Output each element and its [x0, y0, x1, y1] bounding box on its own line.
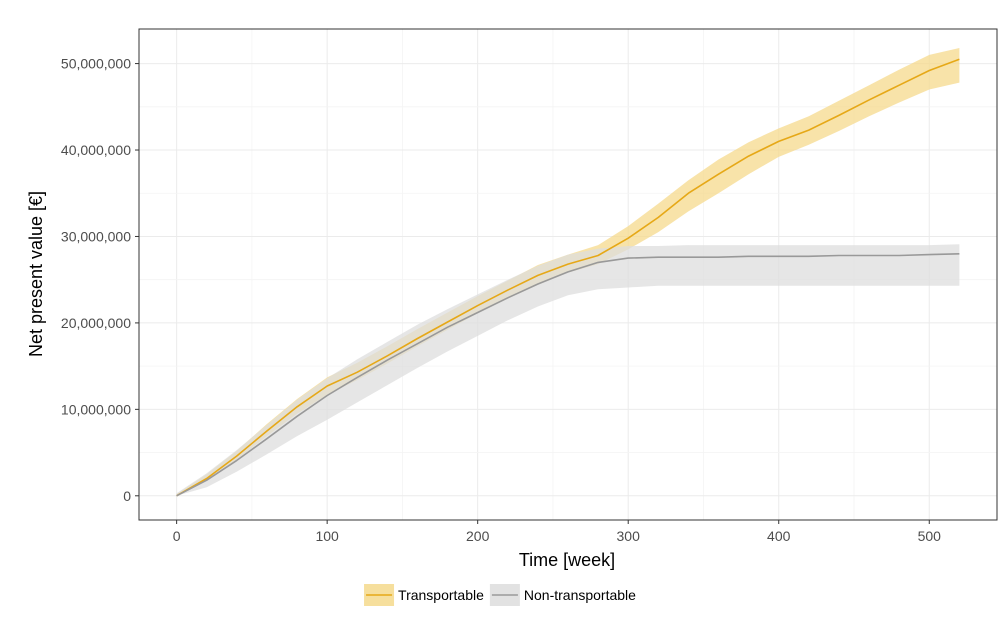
y-tick-label: 0 — [123, 488, 131, 504]
line-transportable — [176, 58, 960, 497]
x-tick-label: 200 — [466, 528, 490, 544]
panel-border — [138, 28, 998, 521]
series-lines — [176, 58, 960, 497]
y-tick-label: 30,000,000 — [61, 228, 131, 244]
y-tick-label: 40,000,000 — [61, 142, 131, 158]
line-non-transportable — [176, 253, 960, 497]
x-axis-title: Time [week] — [519, 550, 615, 570]
tick-labels: 0 100 200 300 400 500 0 10,000,000 20,000,000 30,… — [61, 56, 941, 544]
axis-ticks — [135, 63, 930, 524]
legend-label: Non-transportable — [524, 587, 636, 603]
y-axis-title: Net present value [€] — [26, 191, 46, 357]
x-tick-label: 0 — [173, 528, 181, 544]
x-tick-label: 300 — [617, 528, 641, 544]
x-tick-label: 400 — [767, 528, 791, 544]
legend-item-transportable: Transportable — [364, 584, 484, 606]
legend-label: Transportable — [398, 587, 484, 603]
legend-item-non-transportable: Non-transportable — [489, 584, 636, 606]
y-tick-label: 20,000,000 — [61, 315, 131, 331]
band-non-transportable — [176, 244, 960, 496]
x-tick-label: 100 — [315, 528, 339, 544]
x-tick-label: 500 — [918, 528, 942, 544]
legend: Transportable Non-transportable — [364, 584, 636, 606]
plot-border — [138, 28, 998, 521]
y-tick-label: 50,000,000 — [61, 56, 131, 72]
y-tick-label: 10,000,000 — [61, 401, 131, 417]
